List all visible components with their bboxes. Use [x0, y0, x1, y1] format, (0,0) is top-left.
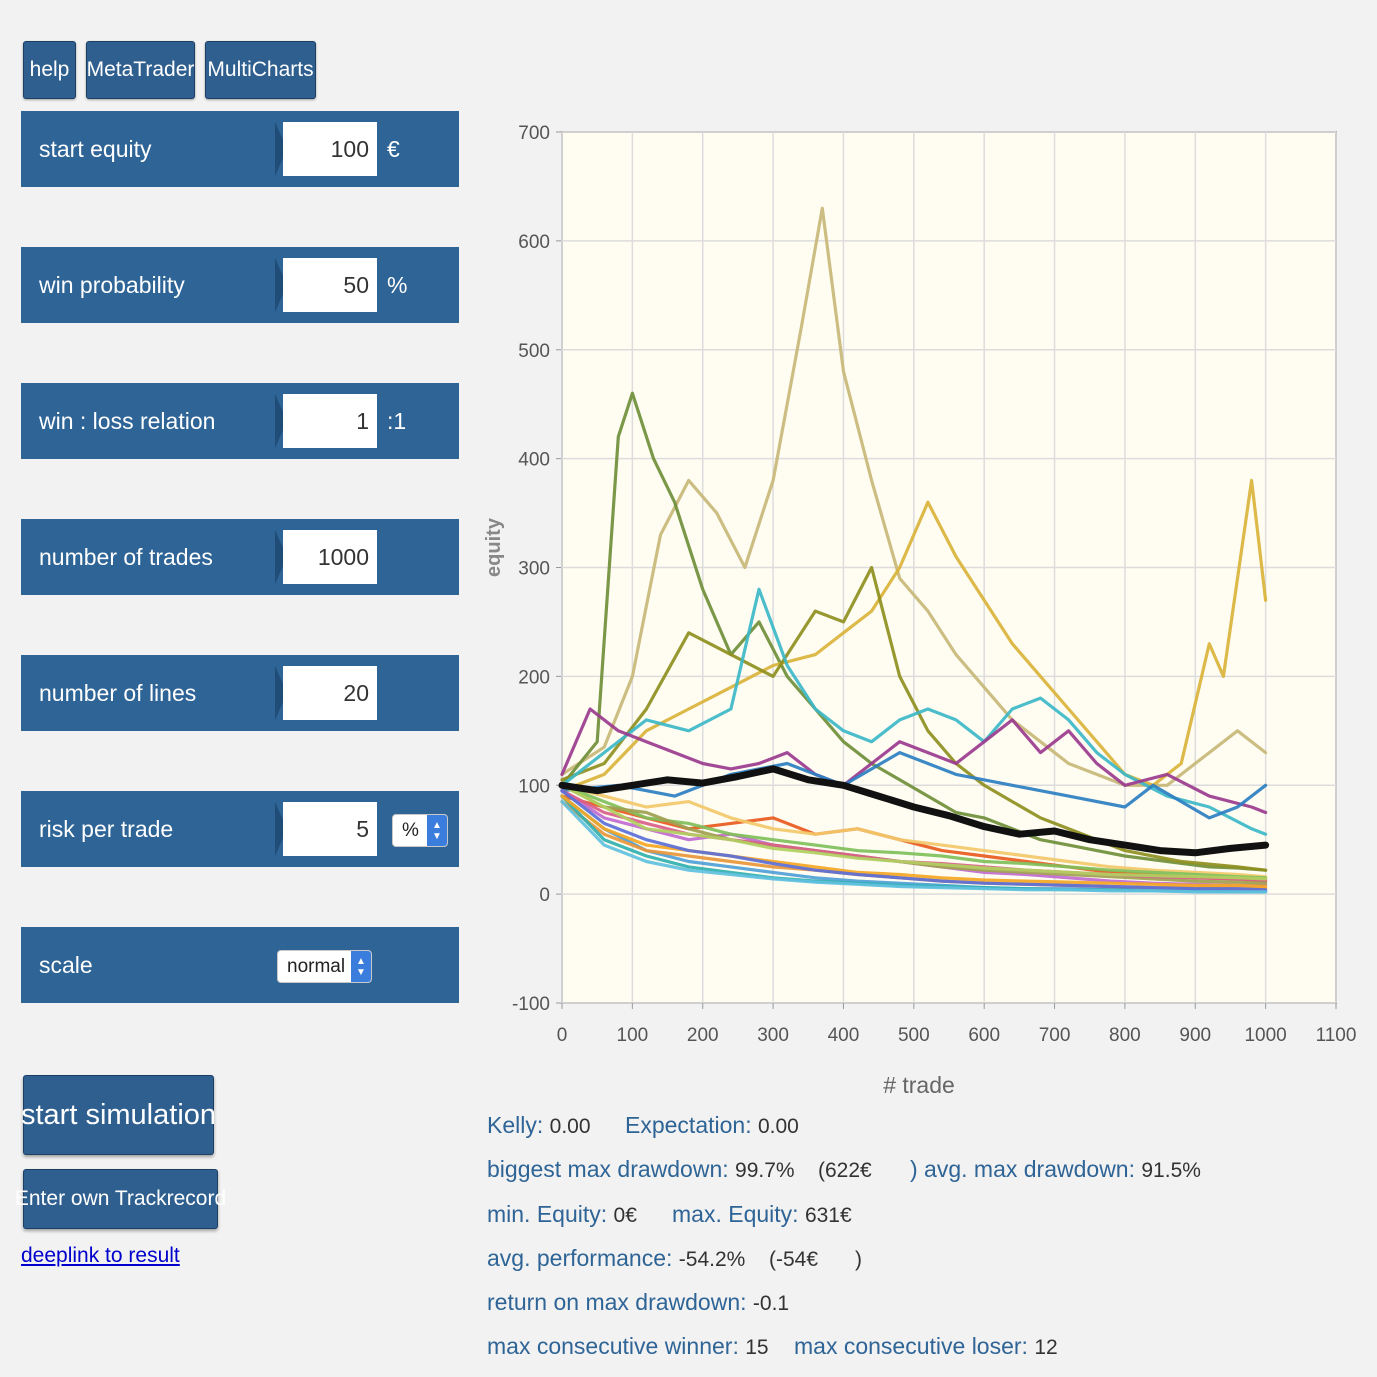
x-tick-labels: 0 100 200 300 400 500 600 700 800 900 1000 1100 — [557, 1025, 1357, 1046]
risk-per-trade-input[interactable] — [283, 802, 377, 856]
win-probability-input[interactable] — [283, 258, 377, 312]
x-tick-label: 1100 — [1316, 1025, 1357, 1046]
y-tick-label: 300 — [518, 559, 550, 580]
scale-select[interactable]: normal ▲ ▼ — [277, 950, 372, 983]
avg-performance-eur: (-54€ — [769, 1248, 819, 1271]
start-equity-row: start equity € — [21, 111, 459, 187]
x-tick-label: 0 — [557, 1025, 568, 1046]
win-probability-row: win probability % — [21, 247, 459, 323]
deeplink-to-result-link[interactable]: deeplink to result — [21, 1244, 180, 1267]
kelly-value: 0.00 — [549, 1115, 591, 1138]
number-of-trades-input[interactable] — [283, 530, 377, 584]
x-tick-label: 1000 — [1244, 1025, 1286, 1046]
equity-lines — [558, 206, 1270, 894]
avg-performance-label: avg. performance: — [487, 1245, 673, 1271]
number-of-lines-row: number of lines — [21, 655, 459, 731]
expectation-label: Expectation: — [625, 1112, 752, 1138]
x-tick-label: 800 — [1109, 1025, 1141, 1046]
equity-line-20 — [560, 799, 1268, 894]
x-tick-label: 900 — [1179, 1025, 1211, 1046]
kelly-label: Kelly: — [487, 1112, 544, 1138]
number-of-trades-label: number of trades — [39, 544, 213, 570]
x-tick-label: 300 — [757, 1025, 789, 1046]
win-probability-unit: % — [387, 272, 408, 298]
avg-drawdown-label: ) avg. max drawdown: — [910, 1156, 1135, 1182]
x-tick-label: 100 — [617, 1025, 649, 1046]
risk-unit-select[interactable]: % ▲ ▼ — [392, 814, 448, 847]
min-equity-label: min. Equity: — [487, 1201, 608, 1227]
win-loss-unit: :1 — [387, 408, 407, 434]
min-equity-value: 0€ — [613, 1204, 637, 1227]
risk-per-trade-row: risk per trade % ▲▼ — [21, 791, 459, 867]
average-equity-line — [558, 765, 1270, 857]
select-spinner-icon: ▲ ▼ — [351, 951, 371, 982]
win-loss-input[interactable] — [283, 394, 377, 448]
avg-performance-value: -54.2% — [678, 1248, 746, 1271]
y-tick-labels: 700 600 500 400 300 200 100 0 -100 — [512, 123, 550, 1015]
y-tick-label: 700 — [518, 123, 550, 144]
romad-value: -0.1 — [752, 1292, 790, 1315]
equity-line-9 — [560, 783, 1268, 879]
enter-trackrecord-button[interactable]: Enter own Trackrecord — [15, 1169, 226, 1229]
start-equity-input[interactable] — [283, 122, 377, 176]
x-tick-label: 700 — [1039, 1025, 1071, 1046]
win-loss-row: win : loss relation :1 — [21, 383, 459, 459]
equity-line-6 — [560, 707, 1268, 815]
y-tick-label: 600 — [518, 232, 550, 253]
equity-line-13 — [560, 783, 1268, 880]
number-of-lines-input[interactable] — [283, 666, 377, 720]
start-equity-label: start equity — [39, 136, 152, 162]
x-tick-label: 400 — [828, 1025, 860, 1046]
max-equity-label: max. Equity: — [672, 1201, 799, 1227]
biggest-drawdown-value: 99.7% — [735, 1159, 795, 1182]
avg-performance-close: ) — [855, 1248, 862, 1271]
scale-value: normal — [287, 955, 346, 977]
biggest-drawdown-eur: (622€ — [818, 1159, 872, 1182]
biggest-drawdown-label: biggest max drawdown: — [487, 1156, 729, 1182]
romad-label: return on max drawdown: — [487, 1289, 747, 1315]
x-tick-label: 500 — [898, 1025, 930, 1046]
x-tick-label: 600 — [968, 1025, 1000, 1046]
avg-drawdown-value: 91.5% — [1141, 1159, 1201, 1182]
x-axis-label: # trade — [883, 1072, 955, 1098]
risk-unit-value: % — [402, 819, 419, 841]
x-tick-label: 200 — [687, 1025, 719, 1046]
expectation-value: 0.00 — [757, 1115, 799, 1138]
y-axis-label: equity — [483, 517, 505, 577]
y-tick-label: 100 — [518, 776, 550, 797]
equity-line-2 — [560, 391, 1268, 872]
scale-label: scale — [39, 952, 93, 978]
max-consecutive-loser-label: max consecutive loser: — [794, 1333, 1028, 1359]
win-probability-label: win probability — [39, 272, 185, 298]
max-consecutive-winner-label: max consecutive winner: — [487, 1333, 739, 1359]
scale-row: scale normal ▲ ▼ — [21, 927, 459, 1003]
max-equity-value: 631€ — [804, 1204, 852, 1227]
y-tick-label: 0 — [539, 885, 550, 906]
y-tick-label: 500 — [518, 341, 550, 362]
multicharts-button[interactable]: MultiCharts — [205, 41, 316, 99]
grid-lines — [556, 131, 1337, 1009]
number-of-trades-row: number of trades — [21, 519, 459, 595]
y-tick-label: -100 — [512, 994, 550, 1015]
max-consecutive-loser-value: 12 — [1034, 1336, 1058, 1359]
y-tick-label: 400 — [518, 450, 550, 471]
start-equity-unit: € — [387, 136, 400, 162]
equity-line-19 — [560, 783, 1268, 881]
number-of-lines-label: number of lines — [39, 680, 197, 706]
equity-line-18 — [560, 789, 1268, 892]
start-simulation-button[interactable]: start simulation — [21, 1075, 216, 1155]
max-consecutive-winner-value: 15 — [745, 1336, 769, 1359]
select-spinner-icon: ▲ ▼ — [427, 815, 447, 846]
risk-per-trade-label: risk per trade — [39, 816, 174, 842]
win-loss-label: win : loss relation — [39, 408, 216, 434]
metatrader-button[interactable]: MetaTrader — [86, 41, 195, 99]
help-button[interactable]: help — [23, 41, 76, 99]
equity-line-3 — [560, 478, 1268, 793]
y-tick-label: 200 — [518, 667, 550, 688]
